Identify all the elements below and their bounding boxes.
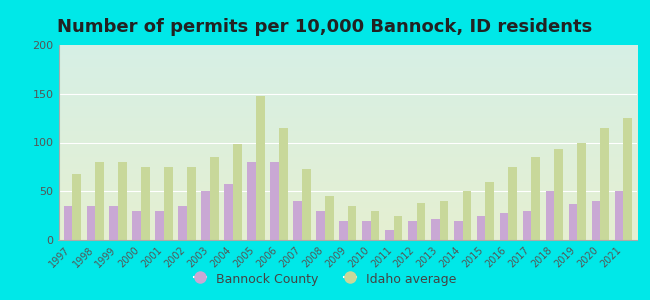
Bar [508,167,517,240]
Bar [554,149,563,240]
Bar [339,220,348,240]
Bar [476,216,486,240]
Bar [454,220,463,240]
Bar [247,162,256,240]
Bar [486,182,494,240]
Bar [86,206,96,240]
Bar [141,167,150,240]
Bar [96,162,104,240]
Bar [210,157,219,240]
Bar [187,167,196,240]
Bar [178,206,187,240]
Bar [270,162,279,240]
Bar [109,206,118,240]
Bar [155,211,164,240]
Bar [569,204,577,240]
Bar [545,191,554,240]
Bar [523,211,532,240]
Bar [394,216,402,240]
Bar [233,144,242,240]
Bar [325,196,333,240]
Bar [302,169,311,240]
Bar [202,191,210,240]
Bar [385,230,394,240]
Legend: Bannock County, Idaho average: Bannock County, Idaho average [188,267,462,291]
Bar [532,157,540,240]
Bar [600,128,609,240]
Bar [623,118,632,240]
Bar [316,211,325,240]
Bar [417,203,425,240]
Text: Number of permits per 10,000 Bannock, ID residents: Number of permits per 10,000 Bannock, ID… [57,18,593,36]
Bar [279,128,287,240]
Bar [431,218,439,240]
Bar [439,201,448,240]
Bar [293,201,302,240]
Bar [577,142,586,240]
Bar [614,191,623,240]
Bar [64,206,72,240]
Bar [256,96,265,240]
Bar [463,191,471,240]
Bar [133,211,141,240]
Bar [348,206,356,240]
Bar [408,220,417,240]
Bar [500,213,508,240]
Bar [370,211,380,240]
Bar [72,174,81,240]
Bar [224,184,233,240]
Bar [592,201,600,240]
Bar [118,162,127,240]
Bar [164,167,173,240]
Bar [362,220,370,240]
